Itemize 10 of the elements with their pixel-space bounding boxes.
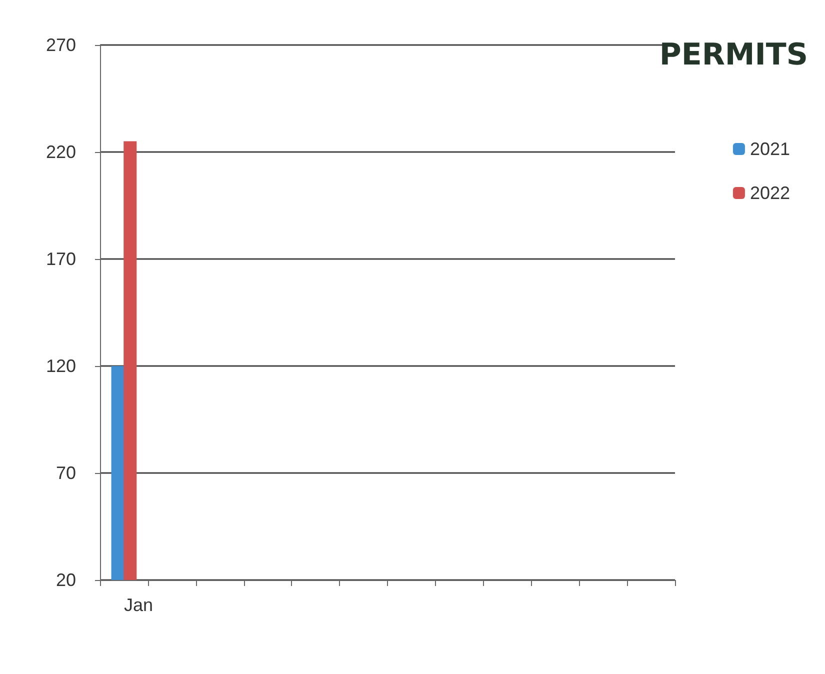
chart-title: PERMITS bbox=[659, 38, 808, 72]
y-tick-label: 20 bbox=[56, 570, 76, 590]
x-tick-label: Jan bbox=[124, 595, 153, 615]
y-tick-label: 170 bbox=[46, 249, 76, 269]
y-tick-label: 270 bbox=[46, 35, 76, 55]
legend-label: 2021 bbox=[750, 139, 790, 159]
legend-label: 2022 bbox=[750, 183, 790, 203]
y-tick-label: 220 bbox=[46, 142, 76, 162]
y-tick-label: 120 bbox=[46, 356, 76, 376]
y-tick-label: 70 bbox=[56, 463, 76, 483]
